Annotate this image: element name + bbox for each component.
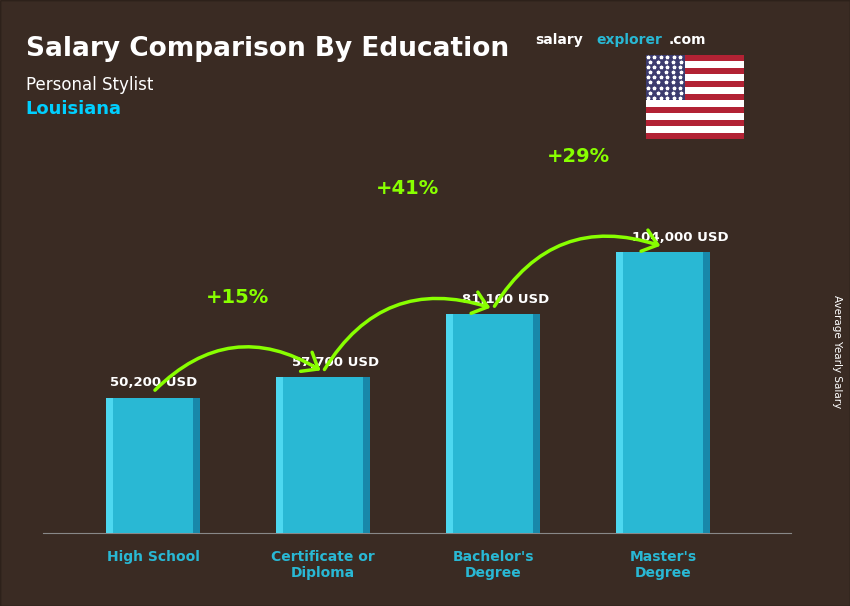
Text: .com: .com	[669, 33, 706, 47]
Bar	[646, 55, 744, 61]
Bar	[193, 398, 200, 533]
Bar	[646, 61, 744, 68]
Bar	[363, 378, 370, 533]
Bar	[646, 87, 744, 94]
Text: salary: salary	[536, 33, 583, 47]
Bar	[106, 398, 200, 533]
Bar	[646, 113, 744, 120]
Bar	[616, 252, 623, 533]
FancyArrowPatch shape	[495, 230, 658, 306]
Bar	[646, 120, 744, 126]
FancyArrowPatch shape	[155, 347, 318, 390]
Bar	[276, 378, 283, 533]
Bar	[646, 100, 744, 107]
Text: Louisiana: Louisiana	[26, 100, 122, 118]
Bar	[646, 55, 685, 100]
Bar	[446, 314, 540, 533]
Text: +29%: +29%	[547, 147, 609, 165]
Bar	[616, 252, 710, 533]
Text: Personal Stylist: Personal Stylist	[26, 76, 153, 94]
Bar	[646, 107, 744, 113]
Bar	[106, 398, 113, 533]
Text: 104,000 USD: 104,000 USD	[632, 231, 729, 244]
FancyArrowPatch shape	[325, 292, 488, 370]
Text: +41%: +41%	[377, 179, 439, 198]
Bar	[533, 314, 540, 533]
Text: 57,700 USD: 57,700 USD	[292, 356, 379, 369]
Bar	[646, 126, 744, 133]
Text: 81,100 USD: 81,100 USD	[462, 293, 550, 306]
Bar	[646, 74, 744, 81]
Bar	[276, 378, 370, 533]
Bar	[446, 314, 453, 533]
Bar	[646, 68, 744, 74]
Text: 50,200 USD: 50,200 USD	[110, 376, 198, 390]
Bar	[646, 94, 744, 100]
Text: Salary Comparison By Education: Salary Comparison By Education	[26, 36, 508, 62]
Bar	[646, 133, 744, 139]
Text: explorer: explorer	[597, 33, 662, 47]
Text: +15%: +15%	[207, 288, 269, 307]
Bar	[703, 252, 710, 533]
Text: Average Yearly Salary: Average Yearly Salary	[832, 295, 842, 408]
Bar	[646, 81, 744, 87]
